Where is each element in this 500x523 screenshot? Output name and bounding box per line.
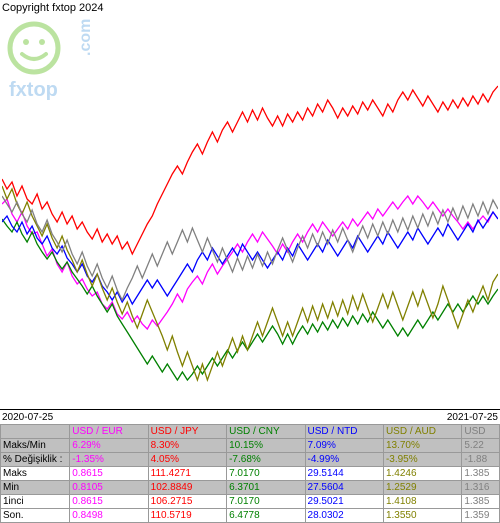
copyright-text: Copyright fxtop 2024 — [2, 2, 104, 14]
cell: 29.5144 — [305, 467, 383, 481]
row-label: Son. — [1, 509, 70, 523]
cell: 13.70% — [383, 439, 461, 453]
cell: 1.2529 — [383, 481, 461, 495]
cell: -3.95% — [383, 453, 461, 467]
cell: 0.8615 — [70, 467, 148, 481]
cell: -4.99% — [305, 453, 383, 467]
cell: 7.09% — [305, 439, 383, 453]
series-unk — [2, 196, 498, 300]
table-row: Maks0.8615111.42717.017029.51441.42461.3… — [1, 467, 500, 481]
header-pair-4: USD / AUD — [383, 425, 461, 439]
cell: 7.0170 — [227, 495, 305, 509]
cell: 4.05% — [148, 453, 226, 467]
table-row: % Değişiklik :-1.35%4.05%-7.68%-4.99%-3.… — [1, 453, 500, 467]
series-USD/JPY — [2, 86, 498, 254]
cell: 1.385 — [462, 495, 500, 509]
cell: 6.29% — [70, 439, 148, 453]
svg-text:.com: .com — [77, 19, 94, 56]
row-label: 1inci — [1, 495, 70, 509]
header-pair-3: USD / NTD — [305, 425, 383, 439]
cell: 29.5021 — [305, 495, 383, 509]
header-pair-5: USD — [462, 425, 500, 439]
cell: 5.22 — [462, 439, 500, 453]
table-header-row: USD / EURUSD / JPYUSD / CNYUSD / NTDUSD … — [1, 425, 500, 439]
table-row: 1inci0.8615106.27157.017029.50211.41081.… — [1, 495, 500, 509]
table-row: Maks/Min6.29%8.30%10.15%7.09%13.70%5.22 — [1, 439, 500, 453]
cell: 6.4778 — [227, 509, 305, 523]
cell: 1.359 — [462, 509, 500, 523]
cell: 1.3550 — [383, 509, 461, 523]
cell: 110.5719 — [148, 509, 226, 523]
cell: 8.30% — [148, 439, 226, 453]
row-label: Maks — [1, 467, 70, 481]
series-USD/CNY — [2, 219, 498, 380]
x-label-end: 2021-07-25 — [447, 412, 498, 423]
cell: -1.88 — [462, 453, 500, 467]
cell: 106.2715 — [148, 495, 226, 509]
cell: -1.35% — [70, 453, 148, 467]
row-label: % Değişiklik : — [1, 453, 70, 467]
table-row: Son.0.8498110.57196.477828.03021.35501.3… — [1, 509, 500, 523]
header-blank — [1, 425, 70, 439]
cell: 27.5604 — [305, 481, 383, 495]
cell: 102.8849 — [148, 481, 226, 495]
cell: 1.316 — [462, 481, 500, 495]
svg-text:fxtop: fxtop — [9, 79, 58, 101]
cell: 1.4246 — [383, 467, 461, 481]
cell: 6.3701 — [227, 481, 305, 495]
cell: 0.8615 — [70, 495, 148, 509]
header-pair-2: USD / CNY — [227, 425, 305, 439]
cell: -7.68% — [227, 453, 305, 467]
header-pair-0: USD / EUR — [70, 425, 148, 439]
cell: 0.8105 — [70, 481, 148, 495]
row-label: Maks/Min — [1, 439, 70, 453]
fxtop-logo: .com fxtop — [4, 18, 94, 108]
stats-table: USD / EURUSD / JPYUSD / CNYUSD / NTDUSD … — [0, 424, 500, 523]
cell: 0.8498 — [70, 509, 148, 523]
x-label-start: 2020-07-25 — [2, 412, 53, 423]
cell: 10.15% — [227, 439, 305, 453]
header-pair-1: USD / JPY — [148, 425, 226, 439]
cell: 111.4271 — [148, 467, 226, 481]
cell: 28.0302 — [305, 509, 383, 523]
cell: 1.385 — [462, 467, 500, 481]
table-row: Min0.8105102.88496.370127.56041.25291.31… — [1, 481, 500, 495]
cell: 7.0170 — [227, 467, 305, 481]
row-label: Min — [1, 481, 70, 495]
cell: 1.4108 — [383, 495, 461, 509]
